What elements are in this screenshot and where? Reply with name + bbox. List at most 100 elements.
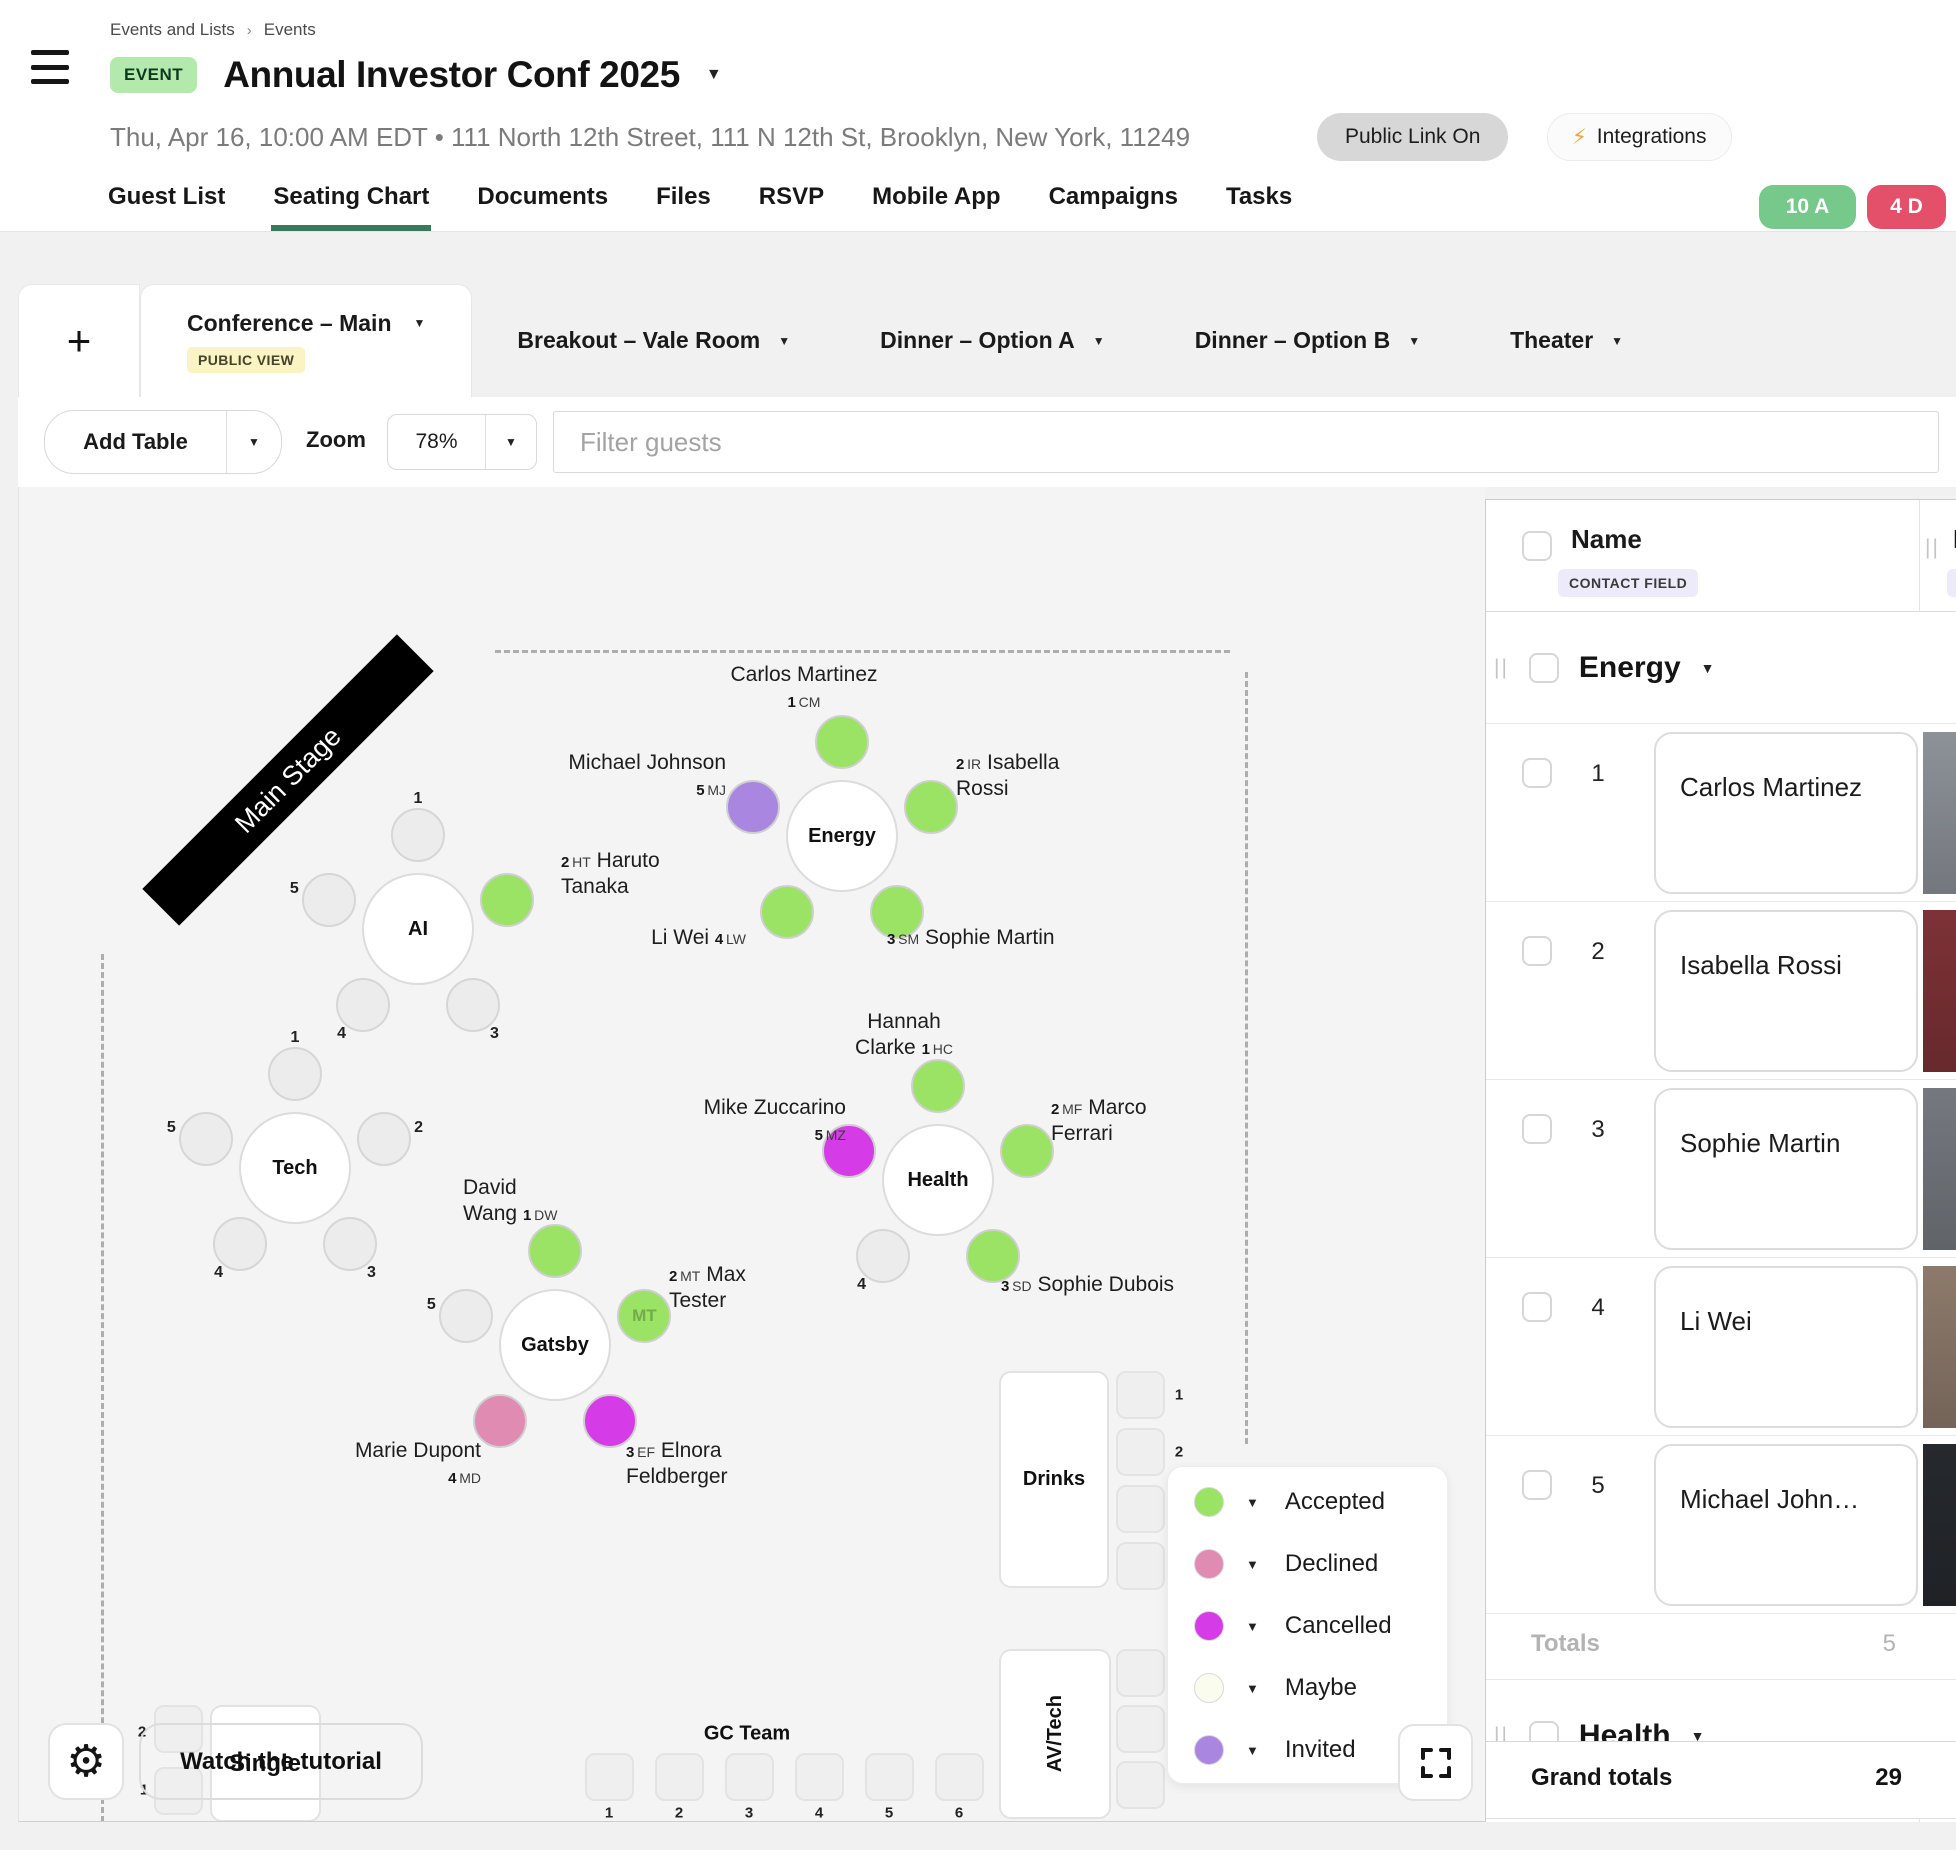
seat-energy-3[interactable] (870, 885, 925, 940)
row-checkbox[interactable] (1522, 1470, 1552, 1500)
nav-tab-files[interactable]: Files (656, 183, 711, 210)
watch-tutorial-button[interactable]: Watch the tutorial (139, 1723, 423, 1800)
accepted-count-badge[interactable]: 10 A (1759, 185, 1856, 229)
row-checkbox[interactable] (1522, 1292, 1552, 1322)
seat-gc-team-4[interactable] (795, 1753, 844, 1801)
group-chevron-down-icon[interactable]: ▼ (1700, 659, 1715, 676)
seat-gc-team-6[interactable] (935, 1753, 984, 1801)
group-chevron-down-icon[interactable]: ▼ (1690, 1727, 1705, 1744)
legend-row-cancelled[interactable]: ▼ Cancelled (1168, 1595, 1447, 1657)
chart-tab-chevron-down-icon[interactable]: ▼ (1611, 333, 1624, 348)
row-name-cell[interactable]: Isabella Rossi (1654, 910, 1918, 1072)
seat-tech-2[interactable] (357, 1111, 412, 1166)
legend-chevron-down-icon[interactable]: ▼ (1246, 1556, 1259, 1572)
chart-tab-dinner-option-a[interactable]: Dinner – Option A ▼ (835, 284, 1150, 397)
seat-drinks-4[interactable] (1116, 1542, 1165, 1590)
column-drag-handle-icon[interactable]: || (1925, 536, 1940, 559)
nav-tab-tasks[interactable]: Tasks (1225, 183, 1293, 210)
row-name-cell[interactable]: Carlos Martinez (1654, 732, 1918, 894)
breadcrumb-events[interactable]: Events (263, 20, 316, 39)
seat-health-3[interactable] (966, 1229, 1021, 1284)
add-chart-button[interactable]: + (18, 284, 140, 397)
table-energy[interactable]: Energy (786, 780, 898, 892)
chart-tab-chevron-down-icon[interactable]: ▼ (778, 333, 791, 348)
nav-tab-seating-chart[interactable]: Seating Chart (271, 183, 432, 231)
zoom-select[interactable]: 78% ▼ (387, 414, 537, 470)
table-gatsby[interactable]: Gatsby (499, 1289, 611, 1401)
row-checkbox[interactable] (1522, 1114, 1552, 1144)
seat-tech-3[interactable] (323, 1217, 378, 1272)
title-chevron-down-icon[interactable]: ▼ (705, 66, 722, 83)
seat-health-2[interactable] (1000, 1123, 1055, 1178)
chart-tab-theater[interactable]: Theater ▼ (1465, 284, 1668, 397)
seat-energy-1[interactable] (815, 715, 869, 769)
seat-energy-4[interactable] (759, 885, 814, 940)
seat-gatsby-5[interactable] (438, 1288, 493, 1343)
chart-tab-dinner-option-b[interactable]: Dinner – Option B ▼ (1150, 284, 1465, 397)
table-drinks[interactable]: Drinks (999, 1371, 1109, 1588)
table-health[interactable]: Health (882, 1124, 994, 1236)
column-header-name[interactable]: Name (1571, 524, 1642, 554)
legend-chevron-down-icon[interactable]: ▼ (1246, 1742, 1259, 1758)
seat-gc-team-2[interactable] (655, 1753, 704, 1801)
seat-gatsby-2[interactable]: MT (617, 1288, 672, 1343)
add-table-chevron-down-icon[interactable]: ▼ (248, 435, 260, 449)
chart-tab-chevron-down-icon[interactable]: ▼ (413, 316, 426, 330)
seat-ai-2[interactable] (480, 872, 535, 927)
seat-drinks-1[interactable] (1116, 1371, 1165, 1419)
breadcrumb-events-and-lists[interactable]: Events and Lists (110, 20, 235, 39)
seat-energy-2[interactable] (904, 779, 959, 834)
nav-tab-rsvp[interactable]: RSVP (758, 183, 825, 210)
menu-icon[interactable] (31, 50, 71, 84)
row-name-cell[interactable]: Sophie Martin (1654, 1088, 1918, 1250)
settings-button[interactable]: ⚙ (48, 1723, 124, 1800)
row-checkbox[interactable] (1522, 758, 1552, 788)
fullscreen-button[interactable] (1398, 1724, 1473, 1801)
seat-ai-3[interactable] (446, 978, 501, 1033)
seat-health-4[interactable] (855, 1229, 910, 1284)
integrations-button[interactable]: ⚡ Integrations (1547, 113, 1732, 161)
seat-energy-5[interactable] (725, 779, 780, 834)
seat-drinks-3[interactable] (1116, 1485, 1165, 1533)
row-name-cell[interactable]: Li Wei (1654, 1266, 1918, 1428)
row-checkbox[interactable] (1522, 936, 1552, 966)
seat-gc-team-3[interactable] (725, 1753, 774, 1801)
seat-tech-4[interactable] (212, 1217, 267, 1272)
chart-tab-chevron-down-icon[interactable]: ▼ (1092, 333, 1105, 348)
table-tech[interactable]: Tech (239, 1112, 351, 1224)
group-drag-handle-icon[interactable]: || (1494, 1723, 1509, 1747)
public-link-toggle[interactable]: Public Link On (1317, 113, 1509, 161)
nav-tab-campaigns[interactable]: Campaigns (1048, 183, 1178, 210)
seat-tech-1[interactable] (268, 1047, 322, 1101)
legend-chevron-down-icon[interactable]: ▼ (1246, 1618, 1259, 1634)
seat-drinks-2[interactable] (1116, 1428, 1165, 1476)
chart-tab-conference-main[interactable]: Conference – Main ▼ PUBLIC VIEW (140, 284, 473, 397)
chart-tab-breakout-vale-room[interactable]: Breakout – Vale Room ▼ (472, 284, 835, 397)
table-av-tech[interactable]: AV/Tech (999, 1649, 1111, 1819)
group-drag-handle-icon[interactable]: || (1494, 655, 1509, 679)
seat-ai-4[interactable] (335, 978, 390, 1033)
chart-tab-chevron-down-icon[interactable]: ▼ (1408, 333, 1421, 348)
legend-row-invited[interactable]: ▼ Invited (1168, 1719, 1447, 1781)
seat-single-2[interactable] (154, 1767, 203, 1815)
row-name-cell[interactable]: Michael John… (1654, 1444, 1918, 1606)
nav-tab-documents[interactable]: Documents (477, 183, 609, 210)
table-ai[interactable]: AI (362, 873, 474, 985)
seating-canvas[interactable]: Main Stage ⚙ Watch the tutorial ▼ Accepte… (18, 487, 1485, 1822)
legend-row-accepted[interactable]: ▼ Accepted (1168, 1471, 1447, 1533)
seat-gc-team-1[interactable] (585, 1753, 634, 1801)
seat-gatsby-4[interactable] (472, 1394, 527, 1449)
select-all-checkbox[interactable] (1522, 531, 1552, 561)
seat-av-tech-3[interactable] (1116, 1761, 1165, 1809)
legend-chevron-down-icon[interactable]: ▼ (1246, 1680, 1259, 1696)
seat-gatsby-1[interactable] (528, 1224, 582, 1278)
seat-health-5[interactable] (821, 1123, 876, 1178)
seat-single-1[interactable] (154, 1705, 203, 1753)
column-header-photo[interactable]: || P C (1925, 500, 1956, 612)
declined-count-badge[interactable]: 4 D (1867, 185, 1946, 229)
legend-chevron-down-icon[interactable]: ▼ (1246, 1494, 1259, 1510)
group-checkbox[interactable] (1528, 652, 1559, 683)
seat-health-1[interactable] (911, 1059, 965, 1113)
seat-av-tech-2[interactable] (1116, 1705, 1165, 1753)
filter-guests-input[interactable] (553, 411, 1939, 473)
